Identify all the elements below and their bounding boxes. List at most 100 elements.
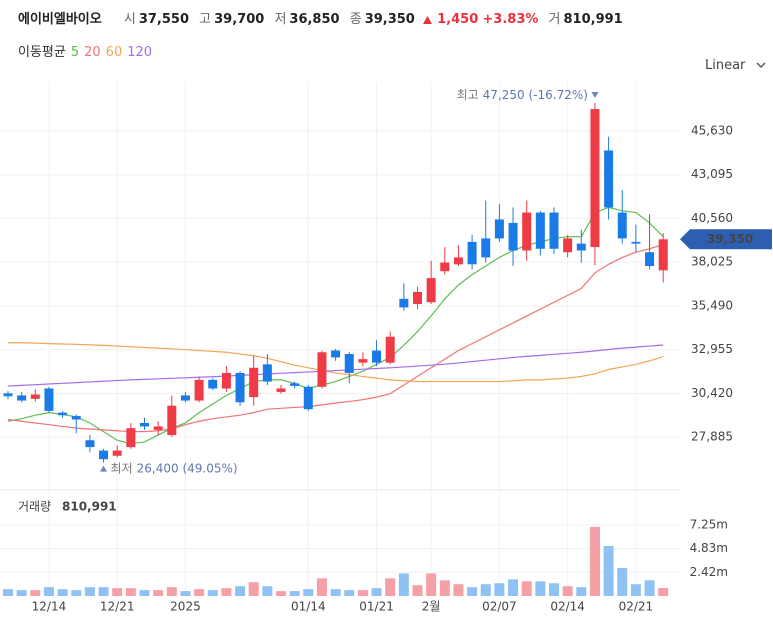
field-value: 39,700 — [214, 12, 265, 27]
volume-bar — [576, 587, 587, 596]
candle-body — [85, 440, 95, 448]
volume-bar — [194, 589, 205, 596]
candle-body — [17, 395, 27, 401]
x-tick-label: 02/21 — [619, 600, 654, 614]
volume-bar — [617, 567, 628, 596]
volume-bar — [589, 526, 600, 596]
volume-bar — [344, 590, 355, 596]
volume-bar — [57, 589, 68, 596]
y-tick-label: 43,095 — [691, 167, 733, 181]
candle-body — [535, 212, 545, 249]
candle-body — [604, 150, 614, 208]
legend-entry: 120 — [127, 45, 153, 60]
volume-bar — [3, 589, 13, 596]
up-arrow — [423, 15, 432, 24]
volume-title: 거래량 — [18, 500, 51, 514]
field-label: 고 — [199, 12, 212, 27]
candle-body — [140, 422, 149, 427]
candle-body — [645, 252, 655, 267]
candle-body — [317, 352, 327, 387]
candle-body — [658, 239, 668, 271]
candle-body — [71, 416, 81, 420]
volume-bar — [207, 590, 218, 596]
y-tick-label: 7.25m — [690, 517, 728, 531]
candle-body — [617, 212, 627, 239]
field-value: 810,991 — [563, 12, 623, 27]
y-tick-label: 30,420 — [691, 386, 733, 400]
scale-mode[interactable]: Linear — [705, 58, 746, 73]
volume-bar — [139, 590, 150, 596]
volume-bar — [467, 587, 478, 596]
last-price-label: 39,350 — [707, 232, 753, 246]
candle-body — [44, 388, 54, 411]
volume-bar — [316, 578, 327, 596]
candle-body — [426, 278, 436, 303]
candle-body — [112, 450, 122, 456]
scale-dropdown[interactable]: Linear — [705, 58, 766, 73]
volume-bar — [535, 581, 546, 596]
candle-body — [467, 241, 477, 265]
x-tick-label: 01/14 — [291, 600, 326, 614]
candle-body — [563, 238, 573, 253]
volume-bar — [330, 589, 341, 596]
candle-body — [276, 388, 286, 392]
candle-body — [167, 405, 177, 436]
change-pct: +3.83% — [482, 12, 539, 27]
volume-bar — [494, 583, 505, 596]
candle-body — [262, 364, 272, 382]
volume-bar — [16, 590, 27, 596]
candle-body — [508, 222, 518, 251]
x-tick-label: 12/21 — [100, 600, 135, 614]
header: 에이비엘바이오 시 37,550 고 39,700 저 36,850 종 39,350 … — [18, 8, 623, 27]
volume-bar — [603, 545, 614, 596]
candle-body — [221, 372, 231, 389]
candle-body — [126, 428, 136, 448]
volume-bar — [412, 585, 423, 596]
y-tick-label: 40,560 — [691, 211, 733, 225]
volume-bar — [630, 584, 641, 596]
volume-bar — [125, 588, 136, 596]
field-label: 종 — [349, 12, 362, 27]
candle-body — [194, 379, 204, 401]
x-tick-label: 12/14 — [32, 600, 67, 614]
last-price-tag — [680, 229, 772, 250]
volume-bar — [658, 588, 669, 596]
candle-body — [3, 393, 13, 397]
high-annotation: 최고 47,250 (-16.72%) — [457, 88, 588, 102]
y-tick-label: 2.42m — [690, 565, 728, 579]
volume-bar — [385, 578, 396, 596]
candle-body — [494, 219, 504, 239]
volume-bar — [30, 590, 41, 596]
low-annotation: 최저 26,400 (49.05%) — [111, 461, 238, 475]
low-value: 26,400 (49.05%) — [137, 461, 238, 475]
volume-bar — [71, 590, 82, 596]
candle-body — [290, 383, 300, 386]
x-tick-label: 02/07 — [482, 600, 517, 614]
candle-body — [385, 336, 395, 363]
volume-bar — [166, 587, 177, 596]
volume-bar — [235, 586, 246, 596]
moving-average-line — [7, 243, 664, 433]
candle-body — [180, 395, 190, 401]
legend-entry: 60 — [105, 45, 123, 60]
x-tick-label: 2025 — [170, 600, 201, 614]
candle-body — [372, 350, 382, 363]
field-label: 거 — [548, 12, 561, 27]
field-label: 시 — [123, 12, 136, 27]
legend-title: 이동평균 — [18, 45, 66, 60]
volume-bar — [153, 590, 164, 596]
candle-body — [344, 353, 354, 373]
volume-bar — [43, 587, 54, 596]
volume-bar — [248, 582, 259, 596]
candle-body — [631, 241, 641, 244]
volume-bar — [549, 583, 559, 596]
moving-average-line — [8, 342, 664, 383]
volume-bar — [562, 586, 573, 596]
candle-body — [590, 109, 600, 248]
field-value: 37,550 — [138, 12, 190, 27]
candle-body — [413, 291, 422, 304]
candle-body — [58, 412, 68, 416]
candle-body — [549, 212, 559, 249]
